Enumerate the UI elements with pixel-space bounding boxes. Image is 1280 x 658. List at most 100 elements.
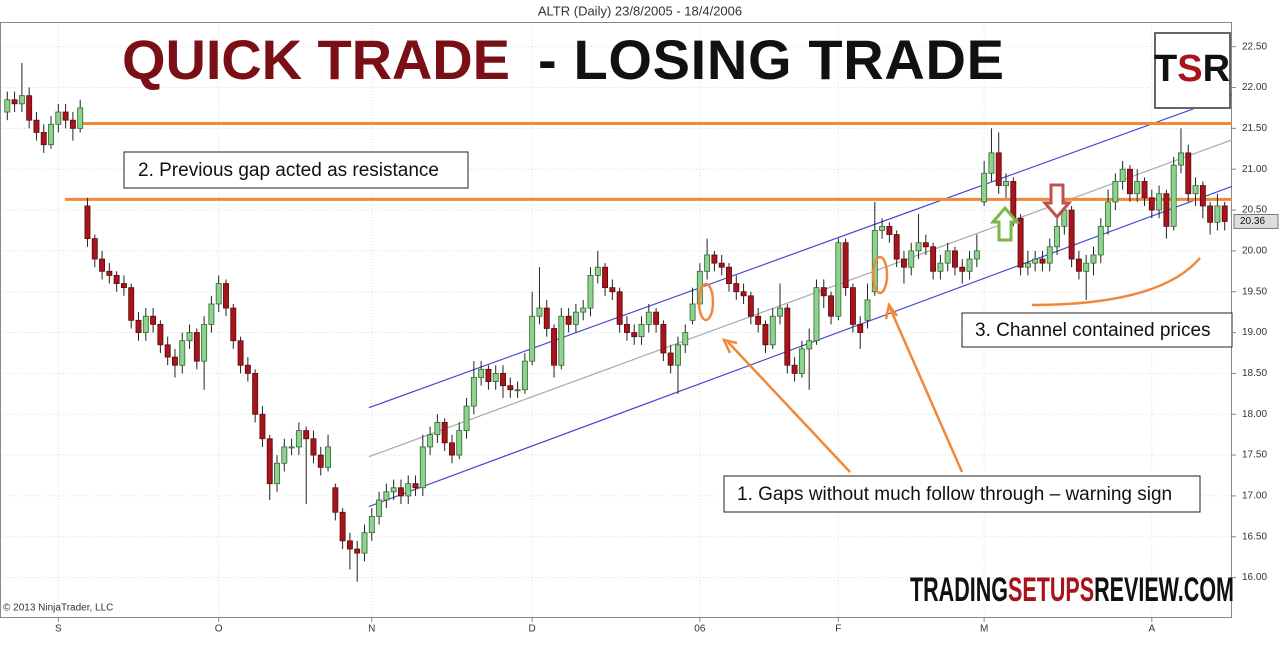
candle-body	[623, 323, 630, 333]
y-tick-label: 21.50	[1242, 123, 1267, 134]
candle-body	[536, 307, 543, 317]
candle-body	[726, 266, 732, 284]
candle-body	[587, 274, 594, 309]
candle-body	[529, 315, 536, 362]
candle-body	[266, 438, 273, 485]
candle-body	[1003, 181, 1009, 186]
candle-body	[879, 225, 886, 231]
candle-body	[777, 307, 783, 317]
candle-body	[689, 303, 696, 321]
candle-body	[383, 491, 390, 501]
candle-body	[1221, 205, 1228, 222]
candle-body	[18, 95, 25, 105]
candle-body	[835, 242, 842, 317]
candle-body	[959, 266, 966, 272]
y-tick-label: 17.50	[1242, 450, 1267, 461]
candle-body	[1141, 181, 1148, 199]
trendline	[368, 94, 1233, 409]
candle-body	[201, 323, 208, 362]
candle-body	[733, 283, 740, 293]
candle-body	[150, 315, 157, 325]
candle-body	[762, 323, 769, 346]
candle-body	[325, 446, 331, 468]
candle-body	[1024, 262, 1031, 268]
logo-box	[1154, 32, 1231, 109]
candle-body	[842, 242, 849, 289]
candle-body	[346, 540, 353, 550]
candle-body	[11, 99, 18, 105]
candle-body	[514, 389, 521, 392]
candle-body	[864, 299, 871, 321]
y-tick-label: 16.00	[1242, 572, 1267, 583]
entry-arrow	[989, 205, 1021, 242]
candle-body	[638, 323, 645, 338]
candle-body	[419, 446, 426, 489]
y-tick-label: 18.50	[1242, 368, 1267, 379]
candle-body	[339, 511, 346, 542]
candle-body	[244, 364, 251, 374]
last-price-label: 20.36	[1240, 216, 1265, 227]
candle-body	[1039, 258, 1046, 264]
candle-body	[857, 323, 864, 333]
candle-body	[755, 315, 762, 325]
candle-body	[594, 266, 601, 276]
candle-body	[1119, 168, 1126, 182]
y-tick-label: 18.00	[1242, 409, 1267, 420]
candle-body	[718, 262, 725, 268]
logo-t: T	[1154, 48, 1177, 90]
arrow-head	[884, 302, 899, 320]
candle-body	[893, 234, 900, 260]
candle-body	[849, 287, 856, 325]
arrow-head	[721, 338, 738, 354]
candle-body	[193, 332, 200, 362]
candle-body	[521, 360, 528, 391]
candle-body	[303, 430, 310, 440]
candle-body	[99, 258, 106, 272]
candle-body	[551, 328, 557, 366]
candle-body	[1214, 205, 1221, 223]
candle-body	[1017, 217, 1024, 268]
annotation-box	[961, 312, 1233, 348]
candle-body	[1046, 246, 1053, 264]
trendline	[368, 139, 1233, 458]
channel-curve	[1031, 257, 1201, 307]
candle-body	[922, 242, 929, 248]
candle-body	[747, 295, 754, 317]
x-tick-label: F	[835, 624, 841, 635]
candle-body	[952, 250, 958, 268]
candle-body	[631, 332, 638, 338]
candle-body	[901, 258, 907, 268]
candle-body	[500, 373, 506, 387]
candle-body	[616, 291, 623, 325]
candle-body	[237, 340, 244, 366]
heading-red: QUICK TRADE	[122, 28, 510, 91]
candle-body	[675, 344, 681, 366]
candle-body	[1156, 193, 1163, 211]
candle-body	[740, 291, 747, 297]
gap-oval	[697, 282, 715, 322]
candle-body	[915, 242, 922, 252]
candle-body	[361, 532, 368, 554]
candle-body	[1112, 181, 1119, 203]
candle-body	[317, 454, 324, 468]
exit-arrow	[1041, 183, 1073, 220]
candle-body	[1126, 168, 1133, 195]
candle-body	[1199, 185, 1206, 207]
candle-body	[106, 270, 113, 276]
candle-body	[376, 499, 383, 517]
candle-body	[1105, 201, 1112, 227]
x-tick-label: M	[980, 624, 988, 635]
candle-body	[368, 515, 375, 534]
candle-body	[62, 111, 69, 121]
candle-body	[660, 323, 667, 354]
gap-oval	[871, 255, 889, 295]
y-tick-label: 20.50	[1242, 205, 1267, 216]
chart-title: ALTR (Daily) 23/8/2005 - 18/4/2006	[538, 3, 742, 18]
annotation-box	[123, 151, 469, 189]
candle-body	[828, 295, 835, 317]
candle-body	[441, 422, 448, 444]
candle-body	[602, 266, 609, 289]
candle-body	[1083, 262, 1090, 272]
candle-body	[609, 287, 616, 293]
candle-body	[157, 323, 164, 346]
